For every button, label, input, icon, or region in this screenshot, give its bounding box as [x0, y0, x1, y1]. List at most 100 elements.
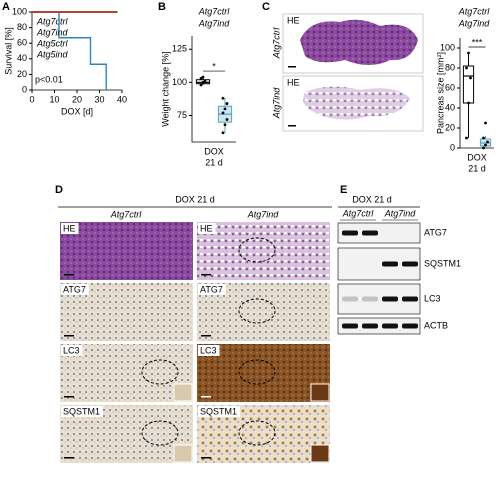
layout [282, 13, 424, 132]
band-label: LC3 [424, 293, 441, 303]
x-axis-label: DOX [204, 146, 224, 156]
legend-entry: Atg7ind [36, 27, 69, 37]
label-box [61, 406, 104, 417]
scale-bar [64, 457, 74, 459]
x-axis-label: 21 d [468, 163, 486, 173]
legend-entry: Atg7ctrl [198, 6, 231, 16]
header: DOX 21 d [175, 194, 215, 204]
row-label: SQSTM1 [63, 406, 100, 416]
data-point [482, 146, 485, 150]
micrograph [60, 222, 193, 280]
data-point [465, 136, 468, 140]
legend-entry: Atg5ind [36, 49, 69, 59]
x-axis-label: DOX [467, 152, 487, 162]
region-outline [238, 420, 276, 446]
data-point [467, 51, 470, 55]
blot-strip [337, 317, 421, 335]
label-box [61, 345, 83, 356]
band-label: ACTB [424, 320, 448, 330]
band [382, 323, 398, 329]
inset [173, 383, 193, 402]
band [382, 261, 398, 267]
y-tick-label: 100 [440, 42, 455, 52]
row-label: Atg7ctrl [271, 27, 281, 60]
y-tick-label: 100 [172, 77, 187, 87]
data-point [199, 83, 203, 87]
micrograph [197, 222, 330, 280]
data-point [469, 76, 472, 80]
y-tick-label: 40 [445, 102, 455, 112]
label-box [198, 406, 241, 417]
data-point [201, 75, 205, 79]
row-label: ATG7 [63, 284, 86, 294]
y-tick-label: 100 [12, 6, 27, 16]
panel-label: A [2, 1, 10, 13]
region-outline [141, 359, 179, 385]
y-tick-label: 0 [22, 84, 27, 94]
label-box [198, 345, 220, 356]
data-point [465, 66, 468, 70]
region-outline [141, 420, 179, 446]
panel-label: C [262, 1, 270, 13]
scale-bar [201, 396, 211, 398]
y-axis-label: Pancreas size [mm²] [435, 52, 445, 134]
data-point [482, 136, 485, 140]
stain-label: HE [287, 77, 300, 87]
band [402, 296, 418, 302]
band [342, 296, 358, 302]
band-label: ATG7 [424, 227, 447, 237]
panel-label: B [158, 1, 166, 13]
axis [191, 36, 236, 143]
band [342, 230, 358, 236]
scale-bar [64, 335, 74, 337]
annotation: *** [472, 37, 483, 47]
x-tick-label: 40 [117, 94, 127, 104]
y-tick-label: 80 [445, 62, 455, 72]
x-tick-label: 10 [49, 94, 59, 104]
legend-entry: Atg7ctrl [36, 16, 69, 26]
data-point [199, 77, 203, 80]
data-point [225, 102, 229, 105]
row-label: HE [63, 223, 76, 233]
band [342, 323, 358, 329]
row-label: LC3 [63, 345, 80, 355]
label-box [198, 223, 216, 234]
data-point [221, 131, 225, 135]
x-tick-label: 30 [94, 94, 104, 104]
region-outline [238, 359, 276, 385]
data-point [486, 140, 489, 144]
data-point [484, 143, 487, 147]
scale-bar [64, 396, 74, 398]
band [402, 323, 418, 329]
y-tick-label: 20 [17, 69, 27, 79]
region-outline [238, 298, 276, 324]
annotation: * [212, 61, 216, 71]
legend-entry: Atg7ind [198, 18, 231, 28]
band [362, 323, 378, 329]
panel-label: D [55, 184, 63, 196]
scale-bar [64, 274, 74, 276]
row-label: Atg7ind [271, 87, 281, 120]
scale-bar [201, 274, 211, 276]
band [362, 230, 378, 236]
row-label: LC3 [200, 345, 217, 355]
data-point [223, 107, 227, 111]
region-outline [238, 237, 276, 263]
header: DOX 21 d [352, 194, 392, 204]
y-tick-label: 0 [450, 142, 455, 152]
y-tick-label: 60 [445, 82, 455, 92]
label-box [61, 284, 89, 295]
panel-label: E [340, 184, 347, 196]
row-label: ATG7 [200, 284, 223, 294]
data-point [221, 111, 225, 115]
label-box [61, 223, 79, 234]
stain-label: HE [287, 15, 300, 25]
data-point [221, 96, 225, 100]
y-tick-label: 40 [17, 53, 27, 63]
band [402, 261, 418, 267]
label-box [198, 284, 226, 295]
band [362, 296, 378, 302]
row-label: HE [200, 223, 213, 233]
blot-strip [337, 222, 421, 244]
data-point [223, 123, 227, 127]
